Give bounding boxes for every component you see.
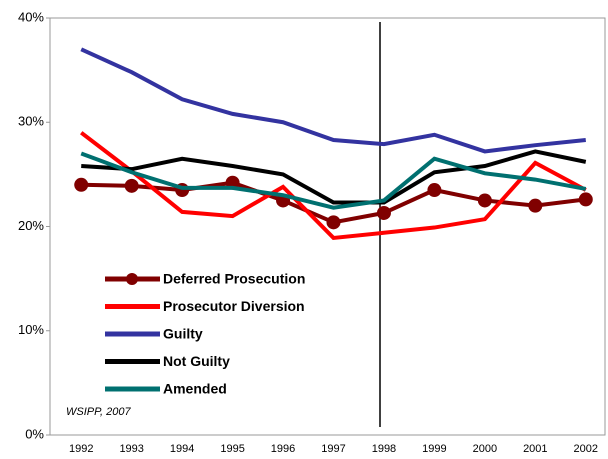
- series-line: [81, 149, 587, 205]
- x-tick-label: 1997: [321, 443, 345, 455]
- point: [376, 205, 391, 220]
- annotation: WSIPP, 2007: [66, 406, 131, 418]
- point: [74, 177, 89, 192]
- y-tick-label: 20%: [18, 218, 44, 233]
- legend-label: Amended: [163, 381, 227, 397]
- x-tick-label: 1999: [422, 443, 446, 455]
- point: [578, 192, 593, 207]
- x-tick-label: 1992: [69, 443, 93, 455]
- x-tick-label: 1994: [170, 443, 194, 455]
- legend-label: Prosecutor Diversion: [163, 298, 305, 314]
- series-line: [80, 47, 586, 154]
- y-tick-label: 40%: [18, 9, 44, 24]
- x-tick-label: 1996: [271, 443, 295, 455]
- point: [326, 215, 341, 230]
- x-tick-label: 1993: [119, 443, 143, 455]
- x-tick-label: 2002: [574, 443, 598, 455]
- point: [528, 198, 543, 213]
- y-tick-label: 0%: [25, 426, 44, 441]
- legend-label: Not Guilty: [163, 353, 230, 369]
- x-tick-label: 2001: [523, 443, 547, 455]
- x-tick-label: 1998: [372, 443, 396, 455]
- plot-frame: [49, 17, 606, 436]
- point: [124, 178, 139, 193]
- legend-label: Guilty: [163, 326, 203, 342]
- point: [427, 183, 442, 198]
- x-tick-label: 2000: [473, 443, 497, 455]
- legend-label: Deferred Prosecution: [163, 271, 305, 287]
- y-tick-label: 30%: [18, 114, 44, 129]
- x-tick-label: 1995: [220, 443, 244, 455]
- y-tick-label: 10%: [18, 322, 44, 337]
- series-line: [80, 131, 587, 241]
- point: [477, 193, 492, 208]
- legend-marker: [126, 273, 138, 285]
- series-line: [80, 151, 587, 210]
